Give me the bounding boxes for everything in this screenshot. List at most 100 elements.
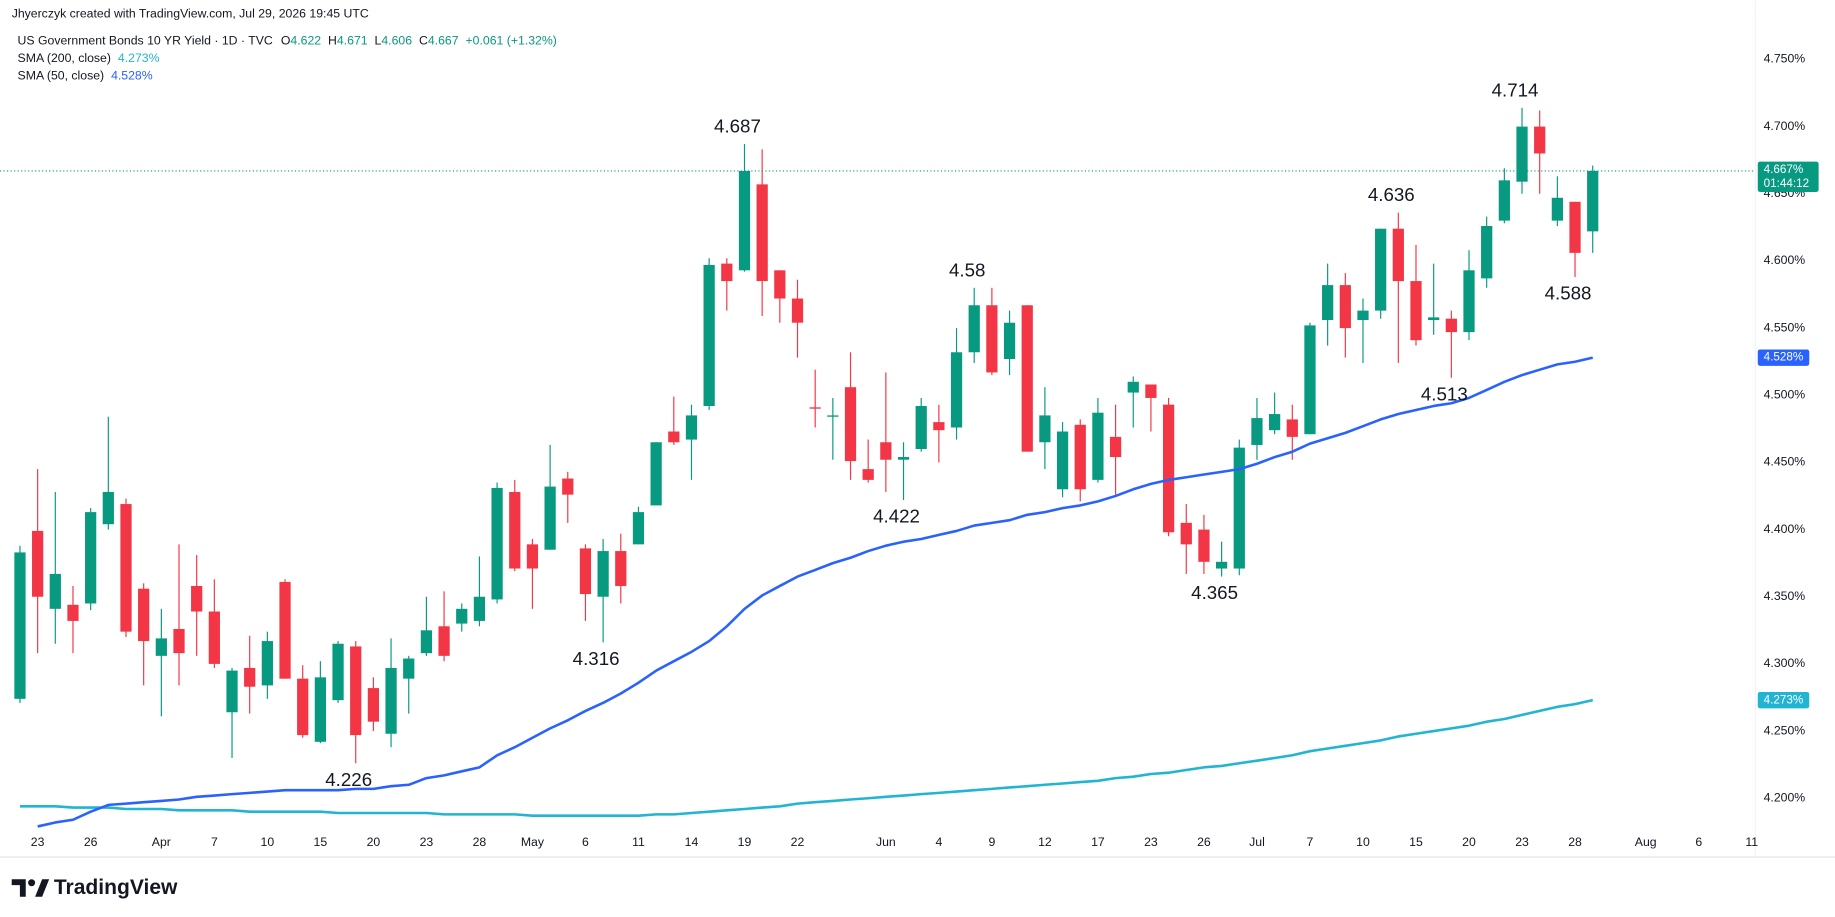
candle-body <box>968 305 980 353</box>
candle-body <box>827 415 839 417</box>
candle-body <box>1304 325 1316 435</box>
legend-name: SMA (50, close) <box>18 69 105 83</box>
candle-body <box>85 512 97 604</box>
y-tick-label: 4.200% <box>1764 790 1806 804</box>
x-tick-label: 26 <box>1197 835 1211 849</box>
extreme-label: 4.58 <box>949 259 985 280</box>
candle-body <box>1198 529 1210 562</box>
candle-body <box>509 491 521 569</box>
extreme-label: 4.226 <box>325 769 372 790</box>
candle-body <box>721 263 733 282</box>
candle-body <box>420 630 433 654</box>
candle-body <box>279 581 291 679</box>
y-tick-label: 4.400% <box>1764 522 1806 536</box>
logo: TradingView <box>11 876 178 899</box>
legend-value: 4.528% <box>111 69 153 83</box>
candle-body <box>261 641 273 686</box>
candle-body <box>1357 310 1369 321</box>
extreme-label: 4.365 <box>1191 582 1238 603</box>
candle-body <box>367 688 380 722</box>
x-tick-label: 26 <box>84 835 98 849</box>
candle-body <box>685 415 698 440</box>
sma-legend: SMA (50, close) 4.528% <box>18 69 153 83</box>
candle-body <box>1233 447 1245 569</box>
x-tick-label: 11 <box>1745 835 1758 849</box>
extreme-label: 4.422 <box>873 506 920 527</box>
ohlc-key: C <box>419 34 428 48</box>
x-tick-label: 15 <box>1409 835 1423 849</box>
x-tick-label: Jun <box>876 835 896 849</box>
x-tick-label: Aug <box>1635 835 1657 849</box>
candle-body <box>403 658 415 679</box>
candle-body <box>155 638 167 656</box>
x-tick-label: Apr <box>152 835 171 849</box>
candle-body <box>1286 419 1298 437</box>
x-tick-label: 23 <box>420 835 434 849</box>
candle-body <box>1180 522 1192 545</box>
candle-body <box>208 611 220 664</box>
candle-body <box>915 405 927 449</box>
candle-body <box>1551 197 1563 221</box>
candle-body <box>32 530 44 597</box>
candle-body <box>615 551 627 586</box>
y-tick-label: 4.600% <box>1764 253 1806 267</box>
sma-legend: SMA (200, close) 4.273% <box>18 51 160 65</box>
extreme-label: 4.513 <box>1421 383 1468 404</box>
price-tag <box>1757 349 1810 366</box>
y-tick-label: 4.300% <box>1764 656 1806 670</box>
x-tick-label: 22 <box>791 835 805 849</box>
price-tag-label: 4.667% <box>1764 163 1804 176</box>
countdown: 01:44:12 <box>1764 177 1809 190</box>
ohlc-value: 4.606 <box>381 34 412 48</box>
candle-body <box>173 628 185 654</box>
candle-body <box>1021 305 1033 452</box>
logo-icon <box>11 879 26 897</box>
candle-body <box>1109 436 1122 458</box>
candle-body <box>668 431 680 443</box>
candle-body <box>809 407 821 409</box>
candle-body <box>1039 415 1051 443</box>
candle-body <box>774 270 786 299</box>
y-tick-label: 4.500% <box>1764 387 1806 401</box>
candle-body <box>332 643 344 701</box>
y-tick-label: 4.700% <box>1764 119 1806 133</box>
candle-body <box>191 585 203 612</box>
candle-body <box>1534 126 1546 154</box>
candle-body <box>1074 424 1086 490</box>
candle-body <box>314 677 326 742</box>
candle-body <box>297 678 309 736</box>
candle-body <box>862 469 874 480</box>
extreme-label: 4.588 <box>1545 283 1592 304</box>
candle-body <box>544 486 556 550</box>
candle-body <box>1569 201 1581 253</box>
x-tick-label: 6 <box>1695 835 1702 849</box>
candle-body <box>491 487 503 600</box>
x-tick-label: 23 <box>31 835 45 849</box>
candle-body <box>1127 381 1139 393</box>
candle-body <box>1375 228 1387 311</box>
x-tick-label: 28 <box>1568 835 1582 849</box>
candle-body <box>1251 418 1263 445</box>
candle-body <box>1392 228 1404 282</box>
symbol: US Government Bonds 10 YR Yield · 1D · T… <box>18 34 273 48</box>
candle-body <box>1215 561 1228 569</box>
ohlc-value: 4.671 <box>337 34 368 48</box>
candle-body <box>244 667 256 687</box>
candle-body <box>933 422 945 431</box>
y-tick-label: 4.550% <box>1764 320 1806 334</box>
candle-body <box>438 626 450 656</box>
x-tick-label: 23 <box>1144 835 1158 849</box>
ohlc-key: H <box>328 34 337 48</box>
x-tick-label: 7 <box>1307 835 1314 849</box>
candle-body <box>756 184 768 282</box>
x-tick-label: 14 <box>685 835 699 849</box>
candle-body <box>49 573 61 609</box>
x-tick-label: 15 <box>314 835 328 849</box>
y-tick-label: 4.750% <box>1764 52 1806 66</box>
plot-area <box>0 107 1756 828</box>
x-tick-label: 17 <box>1091 835 1105 849</box>
legend-value: 4.273% <box>118 51 160 65</box>
x-tick-label: 19 <box>738 835 752 849</box>
